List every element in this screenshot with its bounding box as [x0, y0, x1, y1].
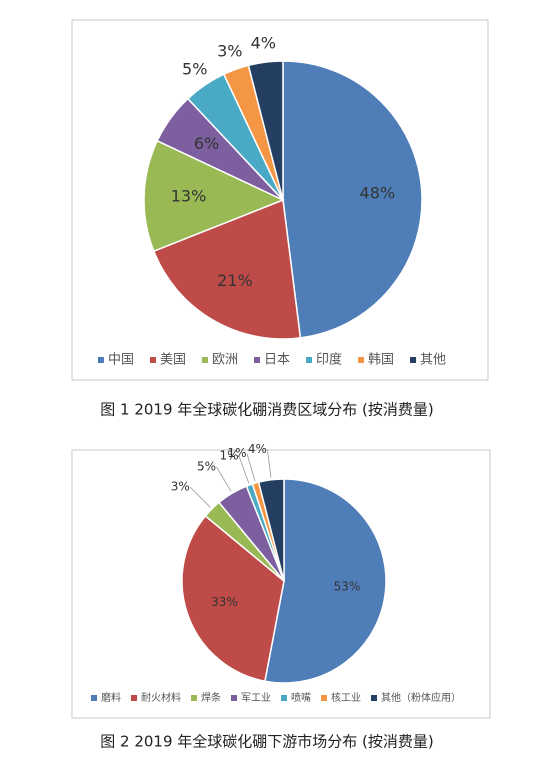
- legend-swatch: [253, 357, 260, 363]
- leader-line: [238, 456, 250, 484]
- legend-swatch: [201, 357, 208, 363]
- legend-label: 其他: [420, 353, 446, 368]
- legend-swatch: [371, 695, 377, 701]
- pie-slice: [264, 478, 387, 684]
- pie-slice: [181, 514, 285, 683]
- legend-label: 美国: [160, 353, 186, 368]
- legend-label: 军工业: [241, 692, 271, 704]
- legend-swatch: [191, 695, 197, 701]
- data-label: 13%: [171, 187, 207, 206]
- legend-swatch: [306, 357, 313, 363]
- legend-swatch: [97, 357, 104, 363]
- legend-label: 耐火材料: [141, 691, 181, 704]
- data-label: 48%: [360, 184, 396, 203]
- leader-line: [189, 486, 211, 508]
- legend-label: 中国: [108, 353, 134, 368]
- data-label: 5%: [182, 60, 207, 79]
- leader-line: [246, 453, 256, 482]
- legend-swatch: [358, 357, 365, 363]
- legend-label: 印度: [316, 352, 342, 368]
- data-label: 1%: [220, 449, 239, 463]
- legend-label: 韩国: [368, 353, 394, 368]
- legend-label: 其他（粉体应用）: [381, 691, 461, 704]
- legend-swatch: [91, 695, 97, 701]
- pie-slice: [282, 60, 423, 339]
- data-label: 33%: [211, 595, 238, 609]
- legend-swatch: [131, 695, 137, 701]
- legend-label: 欧洲: [212, 353, 238, 368]
- legend: 中国 美国 欧洲 日本 印度 韩国 其他: [97, 352, 446, 368]
- data-label: 4%: [251, 34, 276, 53]
- pie-slice: [152, 198, 302, 340]
- pie-slice: [257, 478, 285, 582]
- legend-label: 日本: [264, 353, 290, 368]
- legend-label: 喷嘴: [291, 692, 311, 704]
- data-label: 53%: [334, 579, 361, 593]
- legend-swatch: [410, 357, 417, 363]
- legend-swatch: [149, 357, 156, 363]
- legend-swatch: [321, 695, 327, 701]
- caption: 图 1 2019 年全球碳化硼消费区域分布 (按消费量): [100, 401, 434, 419]
- legend-label: 磨料: [101, 691, 121, 704]
- legend-swatch: [281, 695, 287, 701]
- leader-line: [266, 449, 272, 478]
- legend-label: 焊条: [201, 691, 221, 704]
- legend-label: 核工业: [331, 691, 361, 704]
- leader-line: [216, 466, 232, 492]
- data-label: 4%: [248, 442, 267, 456]
- data-label: 21%: [217, 271, 253, 290]
- pie-slice: [247, 60, 284, 201]
- data-label: 3%: [171, 480, 190, 494]
- legend-swatch: [231, 695, 237, 701]
- data-label: 3%: [217, 42, 242, 61]
- legend: 磨料 耐火材料 焊条 军工业 喷嘴 核工业 其他（粉体应用）: [91, 691, 461, 704]
- data-label: 5%: [197, 459, 216, 473]
- data-label: 1%: [227, 446, 246, 460]
- data-label: 6%: [194, 134, 219, 153]
- pie-slice: [143, 139, 285, 253]
- caption: 图 2 2019 年全球碳化硼下游市场分布 (按消费量): [100, 733, 434, 751]
